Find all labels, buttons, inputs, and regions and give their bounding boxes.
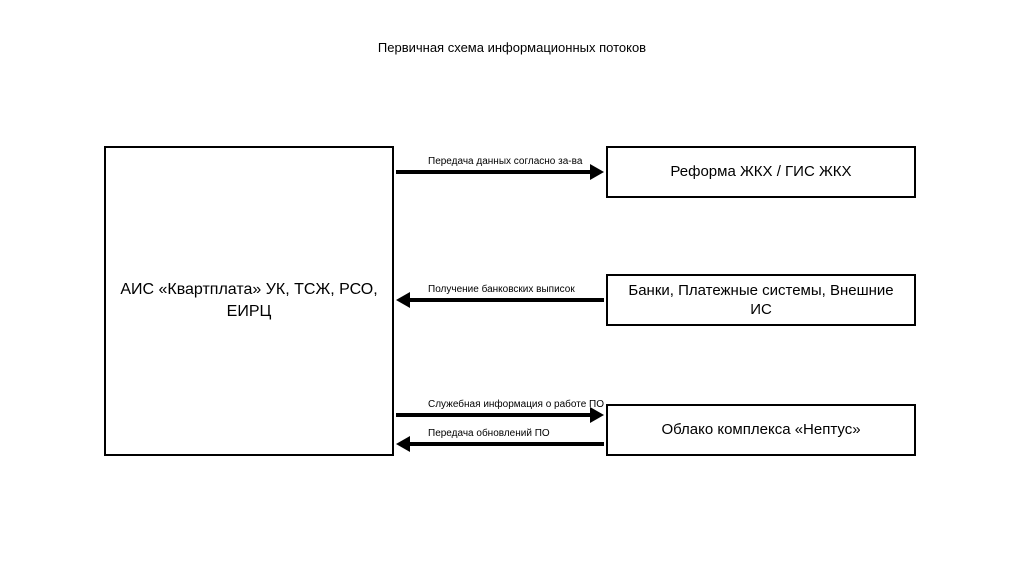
node-main-label: АИС «Квартплата» УК, ТСЖ, РСО, ЕИРЦ (114, 279, 384, 322)
edge-to-cloud-label: Служебная информация о работе ПО (428, 399, 604, 410)
node-banks-label: Банки, Платежные системы, Внешние ИС (616, 281, 906, 320)
edge-from-cloud-shaft (410, 442, 604, 446)
node-reform-label: Реформа ЖКХ / ГИС ЖКХ (670, 162, 851, 182)
edge-from-banks-head (396, 292, 410, 308)
edge-from-cloud-label: Передача обновлений ПО (428, 428, 550, 439)
node-cloud-label: Облако комплекса «Нептус» (661, 420, 860, 440)
edge-from-cloud-head (396, 436, 410, 452)
edge-to-cloud-shaft (396, 413, 592, 417)
diagram-title: Первичная схема информационных потоков (0, 40, 1024, 55)
edge-to-reform-label: Передача данных согласно за-ва (428, 156, 582, 167)
node-banks: Банки, Платежные системы, Внешние ИС (606, 274, 916, 326)
edge-to-reform-shaft (396, 170, 592, 174)
edge-to-cloud-head (590, 407, 604, 423)
node-reform: Реформа ЖКХ / ГИС ЖКХ (606, 146, 916, 198)
node-main: АИС «Квартплата» УК, ТСЖ, РСО, ЕИРЦ (104, 146, 394, 456)
edge-to-reform-head (590, 164, 604, 180)
node-cloud: Облако комплекса «Нептус» (606, 404, 916, 456)
edge-from-banks-shaft (410, 298, 604, 302)
edge-from-banks-label: Получение банковских выписок (428, 284, 575, 295)
